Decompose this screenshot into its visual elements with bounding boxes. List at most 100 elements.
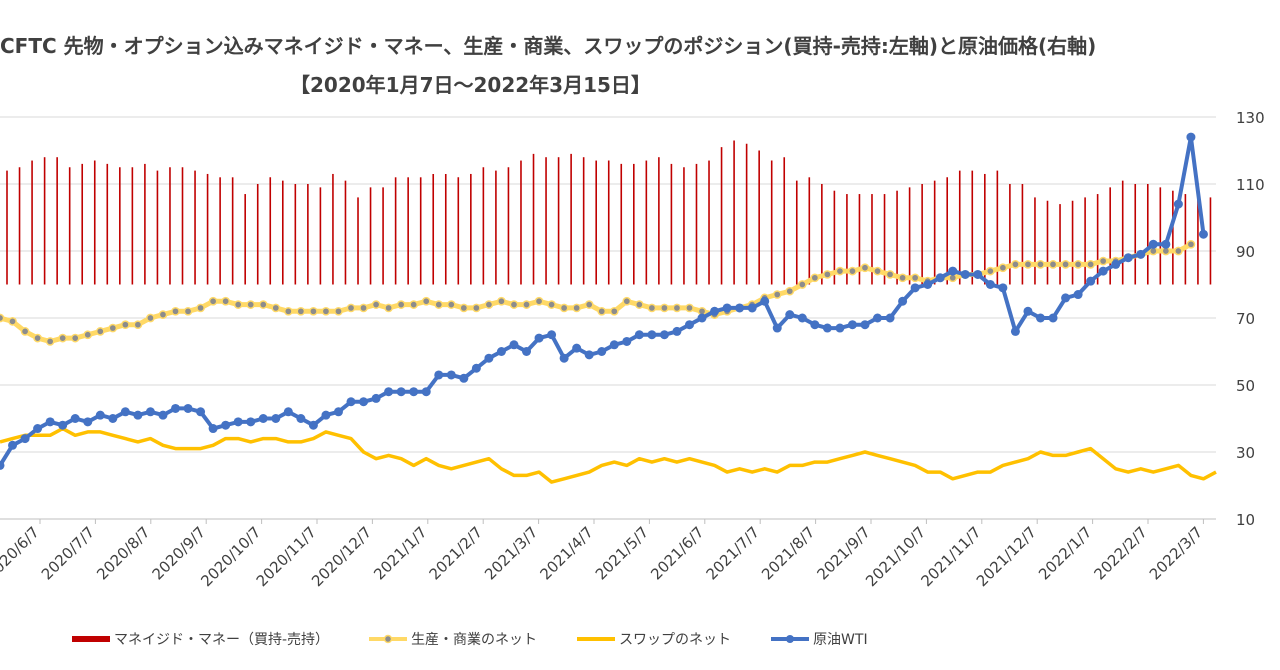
marker-wti: [659, 330, 669, 340]
marker-producer: [1061, 260, 1070, 269]
marker-wti: [522, 347, 532, 356]
marker-wti: [1073, 290, 1083, 300]
marker-wti: [860, 320, 870, 330]
marker-wti: [421, 387, 431, 397]
marker-wti: [572, 343, 582, 353]
marker-producer: [647, 303, 657, 313]
y-tick-label: 10: [1236, 511, 1255, 529]
marker-wti: [120, 407, 130, 417]
marker-producer: [597, 306, 607, 316]
marker-producer: [1048, 260, 1058, 269]
marker-wti: [822, 323, 832, 333]
marker-wti: [672, 326, 682, 336]
marker-producer: [334, 306, 343, 316]
marker-wti: [1173, 199, 1183, 209]
marker-wti: [95, 410, 105, 420]
series-line-swap: [0, 426, 1217, 484]
legend-item-managed-money: マネイジド・マネー（買持-売持）: [72, 629, 329, 649]
marker-wti: [684, 320, 694, 330]
y-tick-label: 90: [1236, 243, 1255, 261]
marker-wti: [258, 414, 268, 423]
x-tick-label: 2021/3/7: [481, 523, 541, 583]
x-tick-label: 2021/2/7: [426, 523, 486, 583]
marker-producer: [321, 306, 331, 316]
marker-producer: [359, 303, 368, 313]
marker-producer: [158, 310, 168, 319]
marker-wti: [609, 340, 619, 350]
marker-wti: [145, 407, 155, 417]
marker-producer: [522, 300, 531, 309]
marker-wti: [308, 420, 318, 430]
legend-item-swap: スワップのネット: [577, 629, 731, 649]
legend-label-wti: 原油WTI: [813, 632, 868, 648]
marker-producer: [183, 306, 193, 316]
marker-wti: [1061, 293, 1071, 303]
marker-wti: [33, 424, 43, 434]
x-tick-label: 2020/8/7: [93, 523, 153, 583]
marker-producer: [484, 300, 494, 309]
marker-wti: [509, 340, 519, 350]
x-tick-label: 2021/8/7: [758, 523, 818, 583]
marker-wti: [735, 303, 745, 313]
marker-producer: [873, 266, 882, 276]
marker-wti: [333, 407, 343, 417]
marker-wti: [1111, 259, 1121, 269]
marker-wti: [371, 393, 381, 403]
marker-wti: [985, 280, 995, 289]
marker-wti: [1048, 313, 1058, 323]
marker-wti: [20, 434, 30, 444]
marker-wti: [747, 303, 757, 313]
marker-wti: [1035, 313, 1045, 323]
marker-wti: [459, 373, 469, 383]
marker-wti: [446, 370, 456, 380]
marker-producer: [1023, 260, 1033, 269]
marker-wti: [559, 353, 569, 363]
marker-wti: [396, 387, 406, 397]
marker-producer: [497, 296, 506, 306]
marker-wti: [722, 303, 732, 313]
marker-producer: [622, 296, 632, 306]
marker-wti: [760, 296, 770, 306]
marker-wti: [710, 306, 720, 316]
marker-wti: [171, 403, 181, 413]
marker-producer: [208, 296, 218, 306]
marker-producer: [258, 300, 268, 309]
marker-wti: [622, 336, 632, 346]
x-tick-label: 2022/3/7: [1146, 523, 1206, 583]
marker-wti: [1010, 326, 1020, 336]
marker-producer: [384, 303, 393, 313]
marker-wti: [797, 313, 807, 323]
marker-producer: [33, 333, 42, 343]
marker-wti: [1123, 253, 1133, 263]
marker-wti: [1023, 306, 1033, 316]
marker-wti: [1148, 239, 1158, 249]
y-tick-label: 30: [1236, 444, 1255, 462]
marker-wti: [534, 333, 544, 343]
marker-wti: [935, 273, 945, 283]
marker-producer: [1011, 260, 1020, 269]
x-tick-label: 2022/2/7: [1090, 523, 1150, 583]
marker-producer: [221, 296, 230, 306]
marker-wti: [346, 397, 356, 407]
chart-legend: マネイジド・マネー（買持-売持） 生産・商業のネット スワップのネット 原油WT…: [72, 629, 868, 649]
marker-producer: [685, 303, 694, 313]
y-tick-label: 70: [1236, 310, 1255, 328]
marker-producer: [121, 320, 130, 330]
marker-wti: [1186, 132, 1196, 142]
marker-producer: [371, 300, 381, 309]
marker-producer: [1098, 256, 1108, 266]
marker-producer: [559, 303, 569, 313]
marker-producer: [835, 266, 845, 276]
chart-title-line1: CFTC 先物・オプション込みマネイジド・マネー、生産・商業、スワップのポジショ…: [0, 34, 1097, 58]
marker-wti: [873, 313, 883, 323]
marker-wti: [0, 460, 5, 470]
marker-producer: [785, 286, 795, 296]
marker-producer: [95, 327, 105, 336]
marker-producer: [146, 313, 155, 323]
x-tick-label: 2021/7/7: [703, 523, 763, 583]
marker-wti: [785, 310, 795, 320]
marker-wti: [547, 330, 557, 340]
marker-wti: [8, 440, 18, 450]
x-tick-label: 2020/7/7: [38, 523, 98, 583]
marker-producer: [446, 300, 456, 309]
